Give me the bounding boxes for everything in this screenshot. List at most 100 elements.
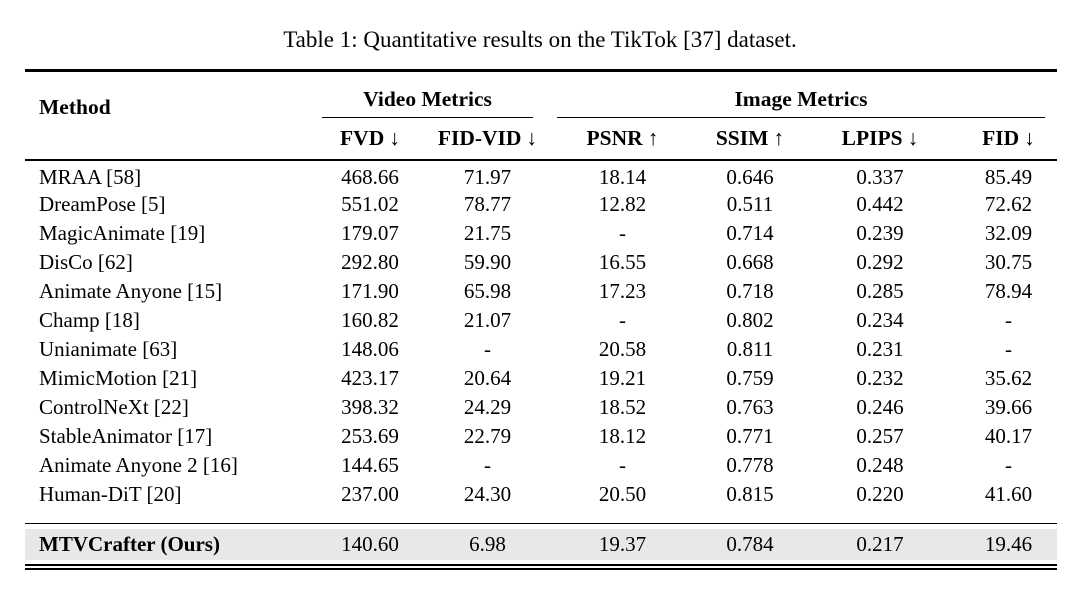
metric-cell: 292.80: [341, 250, 399, 274]
table-row: ControlNeXt [22] 398.32 24.29 18.52 0.76…: [25, 393, 1057, 422]
method-cell: Animate Anyone 2 [16]: [39, 453, 238, 477]
method-cell: DreamPose [5]: [39, 192, 166, 216]
metric-cell: 0.718: [726, 279, 774, 303]
metric-cell: 17.23: [598, 279, 647, 303]
metric-cell: -: [1005, 453, 1012, 477]
table-row: Animate Anyone 2 [16] 144.65 - - 0.778 0…: [25, 451, 1057, 480]
metric-cell: 468.66: [341, 165, 399, 189]
method-cell: Champ [18]: [39, 308, 140, 332]
metric-cell: 0.802: [726, 308, 774, 332]
column-header-fid: FID ↓: [960, 118, 1057, 161]
method-cell: Human-DiT [20]: [39, 482, 182, 506]
metric-cell: -: [619, 453, 626, 477]
metric-cell: 0.778: [726, 453, 774, 477]
metric-cell: 423.17: [341, 366, 399, 390]
metric-cell: 21.07: [463, 308, 512, 332]
column-label: FVD: [340, 126, 385, 150]
metric-cell: 18.14: [598, 165, 647, 189]
column-label: FID: [982, 126, 1020, 150]
metric-cell: 0.248: [856, 453, 904, 477]
method-cell: StableAnimator [17]: [39, 424, 213, 448]
metric-cell: 12.82: [598, 192, 647, 216]
metric-cell: 20.64: [463, 366, 512, 390]
table-row: MimicMotion [21] 423.17 20.64 19.21 0.75…: [25, 364, 1057, 393]
metric-cell: 85.49: [984, 165, 1033, 189]
column-header-fvd: FVD ↓: [310, 118, 430, 161]
results-table: Method Video Metrics Image Metrics FVD ↓ …: [25, 69, 1057, 570]
method-cell: Animate Anyone [15]: [39, 279, 223, 303]
metric-cell: 21.75: [463, 221, 512, 245]
metric-cell: -: [619, 221, 626, 245]
column-label: FID-VID: [437, 126, 522, 150]
metric-cell: 0.285: [856, 279, 904, 303]
metric-cell: 160.82: [341, 308, 399, 332]
up-arrow-icon: ↑: [647, 126, 659, 150]
table-row: Champ [18] 160.82 21.07 - 0.802 0.234 -: [25, 306, 1057, 335]
table-caption: Table 1: Quantitative results on the Tik…: [283, 27, 797, 52]
metric-cell: 78.94: [984, 279, 1033, 303]
metric-cell: 0.784: [700, 529, 800, 560]
column-header-fid-vid: FID-VID ↓: [430, 118, 545, 161]
metric-cell: 0.292: [856, 250, 904, 274]
metric-cell: 39.66: [984, 395, 1033, 419]
table-row: Animate Anyone [15] 171.90 65.98 17.23 0…: [25, 277, 1057, 306]
metric-cell: 0.257: [856, 424, 904, 448]
group-header-row: Method Video Metrics Image Metrics: [25, 72, 1057, 161]
metric-cell: -: [484, 337, 491, 361]
metric-cell: 18.12: [598, 424, 647, 448]
metric-cell: 140.60: [310, 529, 430, 560]
column-header-ssim: SSIM ↑: [700, 118, 800, 161]
metric-cell: 78.77: [463, 192, 512, 216]
method-cell: MTVCrafter (Ours): [25, 529, 310, 560]
method-cell: DisCo [62]: [39, 250, 133, 274]
metric-cell: 237.00: [341, 482, 399, 506]
column-label: SSIM: [715, 126, 769, 150]
group-header-image-label: Image Metrics: [557, 87, 1045, 118]
table-body: MRAA [58] 468.66 71.97 18.14 0.646 0.337…: [25, 161, 1057, 509]
metric-cell: 30.75: [984, 250, 1033, 274]
metric-cell: 0.442: [856, 192, 904, 216]
column-header-psnr: PSNR ↑: [545, 118, 700, 161]
metric-cell: 0.231: [856, 337, 904, 361]
down-arrow-icon: ↓: [1024, 126, 1035, 150]
metric-cell: 179.07: [341, 221, 399, 245]
table-row: MRAA [58] 468.66 71.97 18.14 0.646 0.337…: [25, 161, 1057, 190]
metric-cell: 19.46: [960, 529, 1057, 560]
metric-cell: 0.217: [800, 529, 960, 560]
metric-cell: 18.52: [598, 395, 647, 419]
down-arrow-icon: ↓: [907, 126, 919, 150]
metric-cell: 19.37: [545, 529, 700, 560]
metric-cell: 551.02: [341, 192, 399, 216]
metric-cell: 398.32: [341, 395, 399, 419]
metric-cell: 148.06: [341, 337, 399, 361]
column-header-lpips: LPIPS ↓: [800, 118, 960, 161]
metric-cell: 22.79: [463, 424, 512, 448]
table-row: StableAnimator [17] 253.69 22.79 18.12 0…: [25, 422, 1057, 451]
metric-cell: 0.337: [856, 165, 904, 189]
metric-cell: 6.98: [430, 529, 545, 560]
metric-cell: 0.646: [726, 165, 774, 189]
table-row: DreamPose [5] 551.02 78.77 12.82 0.511 0…: [25, 190, 1057, 219]
metric-cell: 0.771: [726, 424, 774, 448]
metric-cell: 0.815: [726, 482, 774, 506]
method-cell: MimicMotion [21]: [39, 366, 198, 390]
down-arrow-icon: ↓: [526, 126, 538, 150]
method-cell: MRAA [58]: [39, 165, 142, 189]
method-cell: ControlNeXt [22]: [39, 395, 189, 419]
column-header-method: Method: [25, 72, 310, 161]
table-row: Human-DiT [20] 237.00 24.30 20.50 0.815 …: [25, 480, 1057, 509]
metric-cell: 0.763: [726, 395, 774, 419]
column-label: LPIPS: [841, 126, 903, 150]
metric-cell: 253.69: [341, 424, 399, 448]
metric-cell: -: [1005, 308, 1012, 332]
table-row: DisCo [62] 292.80 59.90 16.55 0.668 0.29…: [25, 248, 1057, 277]
down-arrow-icon: ↓: [389, 126, 400, 150]
highlight-section: MTVCrafter (Ours) 140.60 6.98 19.37 0.78…: [25, 509, 1057, 564]
metric-cell: 0.811: [726, 337, 774, 361]
metric-cell: 0.246: [856, 395, 904, 419]
metric-cell: 19.21: [598, 366, 647, 390]
metric-cell: 32.09: [984, 221, 1033, 245]
metric-cell: 0.234: [856, 308, 904, 332]
column-label: PSNR: [586, 126, 643, 150]
metric-cell: 71.97: [463, 165, 512, 189]
